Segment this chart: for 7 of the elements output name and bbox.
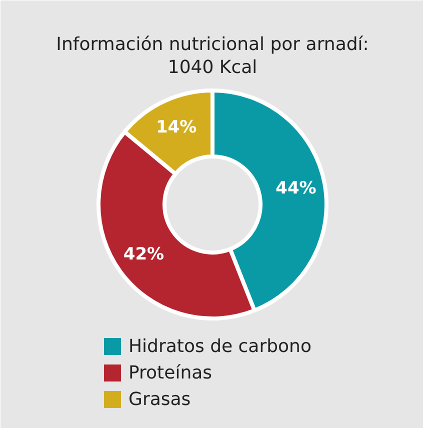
legend-label: Proteínas — [128, 362, 212, 384]
data-label: 44% — [276, 178, 316, 199]
legend-label: Hidratos de carbono — [128, 336, 312, 357]
data-label: 42% — [123, 244, 164, 264]
data-label: 14% — [156, 118, 197, 138]
chart-title: Información nutricional por arnadí: 1040 Kcal — [56, 34, 369, 78]
legend-label: Grasas — [128, 389, 191, 410]
